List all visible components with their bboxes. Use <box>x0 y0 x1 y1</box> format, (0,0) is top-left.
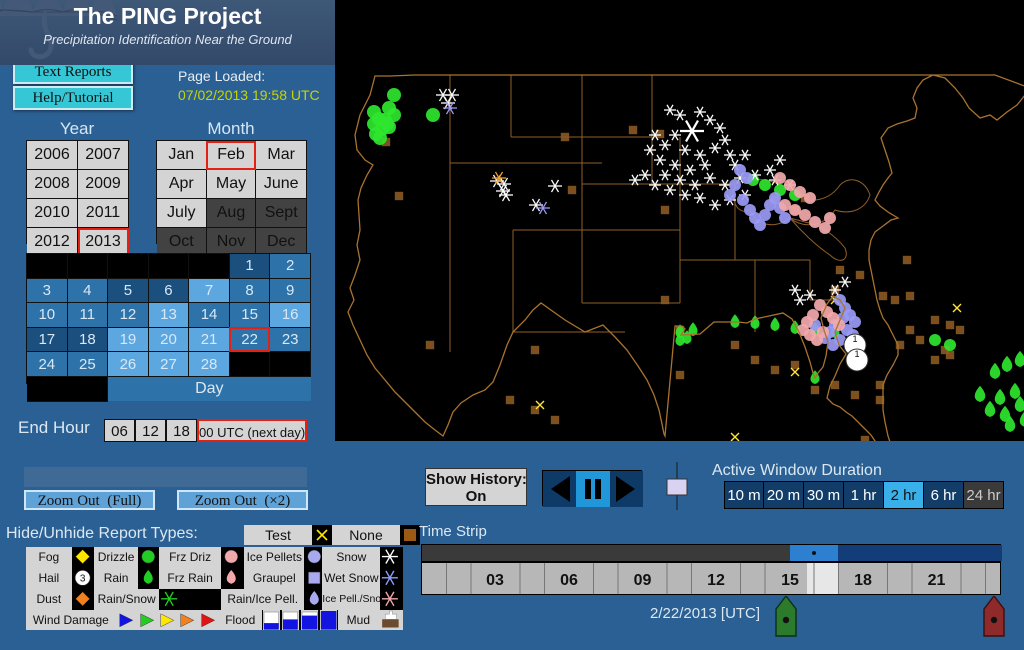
svg-text:12: 12 <box>707 572 725 589</box>
svg-text:1: 1 <box>852 334 857 344</box>
svg-text:06: 06 <box>560 572 578 589</box>
svg-text:03: 03 <box>486 572 504 589</box>
svg-text:15: 15 <box>781 572 799 589</box>
svg-text:3: 3 <box>80 573 86 584</box>
svg-text:18: 18 <box>854 572 872 589</box>
svg-text:1: 1 <box>854 349 859 359</box>
svg-text:09: 09 <box>633 572 651 589</box>
svg-text:21: 21 <box>927 572 945 589</box>
